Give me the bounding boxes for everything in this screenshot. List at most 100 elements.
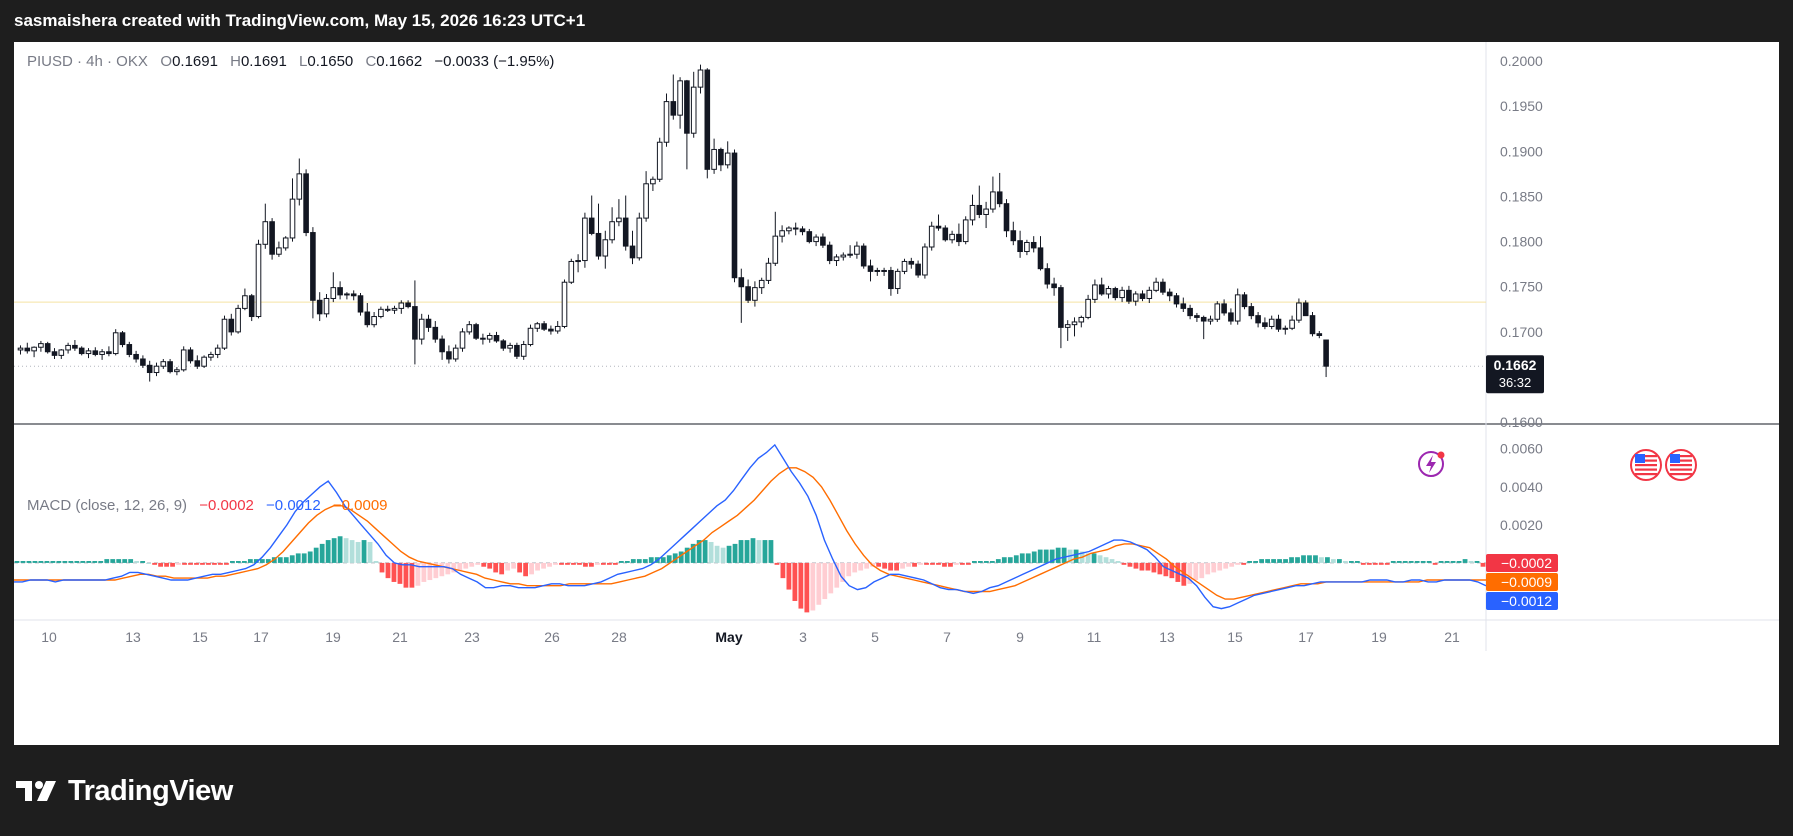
- macd-histogram-bar[interactable]: [744, 540, 750, 563]
- signal-line[interactable]: [14, 467, 1486, 600]
- candle-down[interactable]: [514, 344, 520, 357]
- candle-down[interactable]: [412, 306, 418, 340]
- macd-histogram-bar[interactable]: [906, 562, 911, 567]
- candle-up[interactable]: [1071, 321, 1078, 326]
- macd-histogram-bar[interactable]: [86, 561, 92, 563]
- macd-histogram-bar[interactable]: [140, 561, 146, 563]
- macd-histogram-bar[interactable]: [1348, 561, 1354, 563]
- macd-histogram-bar[interactable]: [1085, 553, 1091, 563]
- candle-down[interactable]: [792, 227, 799, 230]
- macd-histogram-bar[interactable]: [1151, 562, 1157, 573]
- macd-histogram-bar[interactable]: [774, 562, 780, 565]
- candle-up[interactable]: [901, 260, 908, 272]
- candle-down[interactable]: [1316, 333, 1323, 336]
- macd-histogram-bar[interactable]: [1438, 561, 1444, 563]
- macd-histogram-bar[interactable]: [660, 557, 666, 563]
- macd-histogram-bar[interactable]: [1271, 559, 1276, 563]
- candle-down[interactable]: [78, 347, 85, 355]
- macd-legend[interactable]: MACD (close, 12, 26, 9) −0.0002 −0.0012 …: [27, 497, 388, 514]
- candle-down[interactable]: [350, 293, 357, 297]
- lightning-icon[interactable]: [1418, 451, 1445, 477]
- candle-up[interactable]: [881, 269, 887, 272]
- candle-up[interactable]: [786, 227, 792, 232]
- candle-up[interactable]: [1105, 288, 1112, 295]
- macd-histogram-bar[interactable]: [750, 538, 756, 563]
- candle-up[interactable]: [208, 353, 214, 358]
- candle-up[interactable]: [255, 243, 262, 318]
- candle-up[interactable]: [1064, 324, 1071, 328]
- macd-histogram-bar[interactable]: [505, 562, 511, 571]
- macd-histogram-bar[interactable]: [224, 562, 229, 565]
- candle-up[interactable]: [894, 270, 901, 290]
- candle-down[interactable]: [1262, 322, 1268, 327]
- candle-up[interactable]: [466, 324, 473, 333]
- candle-up[interactable]: [983, 208, 989, 215]
- candle-down[interactable]: [731, 152, 738, 279]
- macd-histogram-bar[interactable]: [1163, 562, 1169, 577]
- candle-down[interactable]: [480, 337, 486, 340]
- candle-down[interactable]: [316, 299, 323, 315]
- macd-histogram-bar[interactable]: [128, 559, 134, 563]
- macd-histogram-bar[interactable]: [846, 562, 852, 577]
- candle-down[interactable]: [1139, 293, 1146, 299]
- macd-histogram-bar[interactable]: [1199, 562, 1205, 579]
- candle-down[interactable]: [446, 351, 452, 360]
- macd-histogram-bar[interactable]: [218, 562, 223, 565]
- macd-histogram-bar[interactable]: [900, 562, 905, 569]
- macd-histogram-bar[interactable]: [1462, 559, 1468, 563]
- macd-histogram-bar[interactable]: [463, 562, 469, 569]
- macd-histogram-bar[interactable]: [403, 562, 409, 588]
- candle-up[interactable]: [840, 254, 847, 258]
- candle-down[interactable]: [1248, 306, 1255, 317]
- macd-histogram-bar[interactable]: [343, 538, 349, 563]
- macd-histogram-bar[interactable]: [1037, 549, 1043, 563]
- candle-up[interactable]: [174, 369, 180, 373]
- candle-down[interactable]: [541, 323, 547, 330]
- macd-histogram-bar[interactable]: [606, 562, 612, 565]
- candle-up[interactable]: [663, 101, 670, 143]
- macd-signal-tag[interactable]: [1486, 573, 1558, 591]
- candle-up[interactable]: [602, 239, 609, 257]
- macd-histogram-bar[interactable]: [834, 562, 840, 588]
- candle-up[interactable]: [1078, 316, 1085, 323]
- candle-up[interactable]: [752, 287, 758, 301]
- candle-up[interactable]: [758, 279, 765, 289]
- candle-up[interactable]: [398, 302, 405, 309]
- candle-up[interactable]: [242, 295, 248, 309]
- macd-histogram-bar[interactable]: [1420, 561, 1426, 563]
- candle-down[interactable]: [405, 302, 411, 308]
- candle-up[interactable]: [378, 308, 384, 318]
- macd-histogram-bar[interactable]: [421, 562, 427, 582]
- candle-up[interactable]: [1214, 303, 1221, 320]
- candle-up[interactable]: [180, 349, 187, 371]
- candle-down[interactable]: [432, 326, 439, 340]
- macd-histogram-bar[interactable]: [1109, 559, 1115, 563]
- macd-histogram-bar[interactable]: [1366, 562, 1372, 565]
- macd-histogram-bar[interactable]: [696, 540, 702, 563]
- macd-histogram-bar[interactable]: [50, 561, 56, 563]
- candle-up[interactable]: [1085, 298, 1091, 318]
- macd-histogram-bar[interactable]: [230, 561, 235, 563]
- candle-up[interactable]: [616, 217, 622, 223]
- candle-down[interactable]: [820, 236, 826, 246]
- candle-down[interactable]: [187, 349, 194, 362]
- macd-histogram-bar[interactable]: [487, 562, 493, 569]
- candle-up[interactable]: [990, 191, 996, 210]
- candle-down[interactable]: [942, 227, 949, 241]
- candle-up[interactable]: [486, 334, 493, 340]
- macd-histogram-bar[interactable]: [1145, 562, 1151, 571]
- macd-histogram-bar[interactable]: [924, 562, 929, 565]
- macd-histogram-bar[interactable]: [1468, 561, 1474, 563]
- candle-down[interactable]: [629, 245, 636, 259]
- candle-down[interactable]: [439, 338, 445, 353]
- macd-histogram-bar[interactable]: [373, 561, 379, 563]
- candle-up[interactable]: [690, 86, 697, 134]
- macd-histogram-bar[interactable]: [68, 561, 74, 563]
- candle-down[interactable]: [996, 191, 1003, 205]
- macd-histogram-bar[interactable]: [547, 562, 552, 567]
- us-flag-icon[interactable]: [1665, 449, 1697, 481]
- candle-down[interactable]: [1051, 283, 1057, 289]
- macd-histogram-bar[interactable]: [612, 562, 618, 565]
- candle-down[interactable]: [745, 286, 751, 301]
- candle-down[interactable]: [826, 244, 833, 262]
